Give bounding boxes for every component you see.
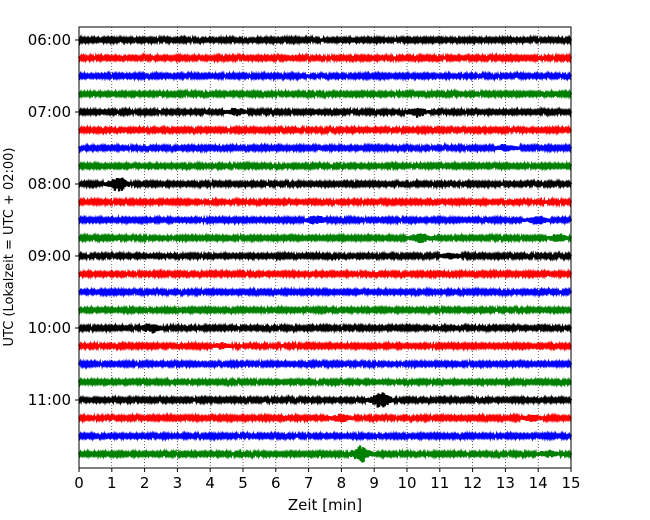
trace-06:30 bbox=[77, 69, 573, 83]
trace-07:30 bbox=[77, 141, 573, 155]
trace-07:15 bbox=[77, 124, 573, 137]
trace-11:00 bbox=[77, 392, 573, 408]
x-tick-label: 4 bbox=[205, 474, 215, 492]
trace-11:30 bbox=[77, 430, 573, 443]
trace-09:15 bbox=[77, 267, 573, 281]
y-tick-label: 09:00 bbox=[28, 247, 71, 265]
x-tick-label: 6 bbox=[271, 474, 281, 492]
x-tick-label: 1 bbox=[107, 474, 117, 492]
y-axis-label: UTC (Lokalzeit = UTC + 02:00) bbox=[2, 148, 17, 347]
x-tick-label: 10 bbox=[397, 474, 416, 492]
x-tick-label: 2 bbox=[140, 474, 150, 492]
trace-07:45 bbox=[77, 159, 573, 172]
y-tick-label: 11:00 bbox=[28, 391, 71, 409]
x-tick-label: 12 bbox=[463, 474, 482, 492]
trace-09:45 bbox=[77, 304, 573, 317]
trace-10:30 bbox=[77, 358, 573, 371]
y-tick-label: 10:00 bbox=[28, 319, 71, 337]
x-tick-label: 15 bbox=[561, 474, 580, 492]
y-tick-label: 06:00 bbox=[28, 31, 71, 49]
x-tick-label: 9 bbox=[369, 474, 379, 492]
x-axis-ticks: 0 1 2 3 4 5 6 7 8 9 10 11 12 13 14 15 bbox=[74, 468, 581, 492]
x-tick-label: 11 bbox=[430, 474, 449, 492]
trace-group bbox=[77, 33, 573, 463]
x-tick-label: 8 bbox=[337, 474, 347, 492]
trace-09:00 bbox=[77, 250, 573, 263]
y-axis-ticks: 06:00 07:00 08:00 09:00 10:00 11:00 bbox=[28, 31, 79, 409]
trace-06:45 bbox=[77, 87, 573, 100]
trace-10:45 bbox=[77, 376, 573, 389]
trace-11:45 bbox=[77, 445, 573, 463]
trace-08:45 bbox=[77, 232, 573, 245]
trace-06:00 bbox=[77, 33, 573, 47]
plot-frame bbox=[78, 26, 572, 469]
trace-09:30 bbox=[77, 285, 573, 299]
trace-08:00 bbox=[77, 177, 573, 192]
x-axis-label: Zeit [min] bbox=[288, 496, 362, 514]
trace-07:00 bbox=[77, 105, 573, 118]
x-tick-label: 3 bbox=[173, 474, 183, 492]
y-tick-label: 08:00 bbox=[28, 175, 71, 193]
trace-08:15 bbox=[77, 195, 573, 209]
x-tick-label: 7 bbox=[304, 474, 314, 492]
y-tick-label: 07:00 bbox=[28, 103, 71, 121]
trace-11:15 bbox=[77, 411, 573, 424]
trace-10:00 bbox=[77, 322, 573, 335]
trace-08:30 bbox=[77, 213, 573, 226]
trace-06:15 bbox=[77, 51, 573, 65]
x-tick-label: 5 bbox=[238, 474, 248, 492]
x-tick-label: 13 bbox=[496, 474, 515, 492]
x-tick-label: 0 bbox=[74, 474, 84, 492]
x-tick-label: 14 bbox=[529, 474, 548, 492]
trace-10:15 bbox=[77, 339, 573, 352]
